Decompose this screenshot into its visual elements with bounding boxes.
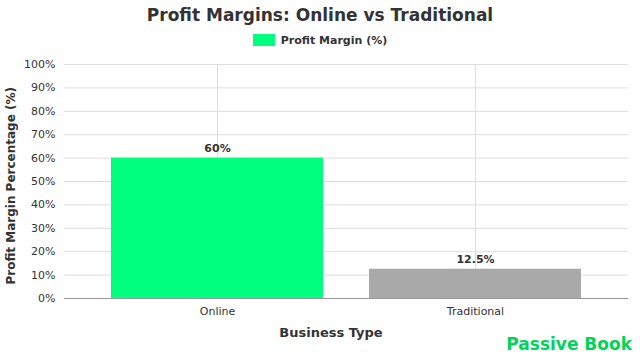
svg-text:30%: 30% (31, 222, 55, 235)
svg-text:70%: 70% (31, 128, 55, 141)
html-text:Profit Margins: Online vs Trad: Profit Margins: Online vs Traditional (146, 5, 494, 25)
svg-text:80%: 80% (31, 105, 55, 118)
svg-text:Online: Online (200, 305, 236, 318)
html-text:Profit Margin (%): Profit Margin (%) (280, 33, 388, 47)
svg-text:60%: 60% (31, 152, 55, 165)
svg-text:90%: 90% (31, 81, 55, 94)
svg-text:100%: 100% (24, 58, 55, 71)
svg-text:60%: 60% (204, 142, 230, 155)
html-text:Passive Book: Passive Book (506, 334, 632, 354)
svg-text:0%: 0% (38, 292, 55, 305)
html-text:Business Type: Business Type (279, 325, 383, 340)
svg-text:Traditional: Traditional (446, 305, 504, 318)
svg-text:20%: 20% (31, 245, 55, 258)
svg-text:40%: 40% (31, 198, 55, 211)
html-text:Profit Margin Percentage (%): Profit Margin Percentage (%) (4, 87, 18, 285)
svg-text:10%: 10% (31, 269, 55, 282)
svg-text:50%: 50% (31, 175, 55, 188)
svg-text:12.5%: 12.5% (456, 253, 494, 266)
